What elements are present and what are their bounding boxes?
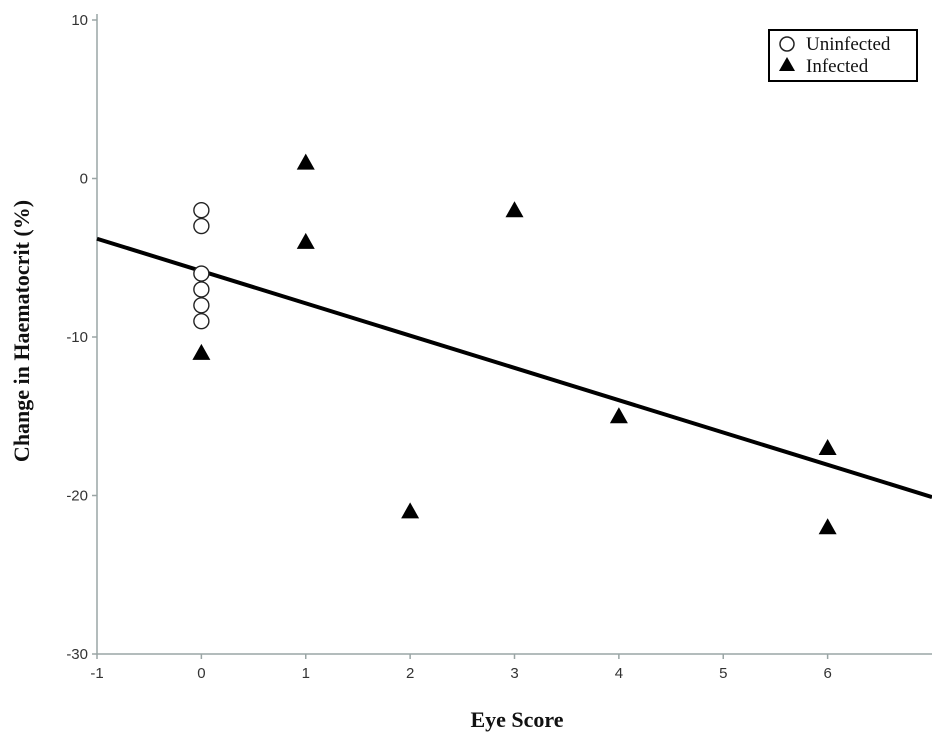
y-tick-label: -30 (66, 646, 88, 663)
legend-label-uninfected: Uninfected (806, 34, 891, 55)
point-infected (296, 232, 315, 249)
point-infected (818, 518, 837, 535)
point-infected (296, 153, 315, 170)
x-tick-label: -1 (90, 665, 103, 682)
point-infected (818, 438, 837, 455)
trend-layer (96, 236, 932, 499)
point-uninfected (193, 217, 210, 235)
point-infected (192, 343, 211, 360)
y-tick-label: 0 (80, 171, 88, 188)
y-tick-label: -20 (66, 488, 88, 505)
x-tick-label: 3 (510, 665, 518, 682)
legend-marker-uninfected (779, 36, 795, 52)
axes (96, 14, 932, 655)
points-layer (192, 153, 837, 535)
x-tick-label: 1 (302, 665, 310, 682)
legend-box (768, 29, 918, 82)
point-uninfected (193, 312, 210, 330)
point-infected (505, 201, 524, 218)
trend-line (96, 236, 932, 499)
point-uninfected (193, 265, 210, 282)
x-tick-label: 4 (615, 665, 623, 682)
point-uninfected (193, 201, 210, 219)
point-infected (609, 407, 628, 424)
x-axis-title: Eye Score (470, 707, 563, 732)
legend: Uninfected Infected (768, 29, 918, 82)
point-uninfected (193, 281, 210, 298)
x-tick-label: 5 (719, 665, 727, 682)
x-tick-label: 0 (197, 665, 205, 682)
legend-marker-infected (779, 57, 795, 71)
point-uninfected (193, 297, 210, 314)
x-tick-label: 2 (406, 665, 414, 682)
legend-label-infected: Infected (806, 56, 869, 77)
x-tick-label: 6 (823, 665, 831, 682)
y-tick-label: -10 (66, 329, 88, 346)
y-tick-label: 10 (71, 12, 88, 29)
y-axis-title: Change in Haematocrit (%) (9, 200, 34, 462)
point-infected (401, 502, 420, 519)
